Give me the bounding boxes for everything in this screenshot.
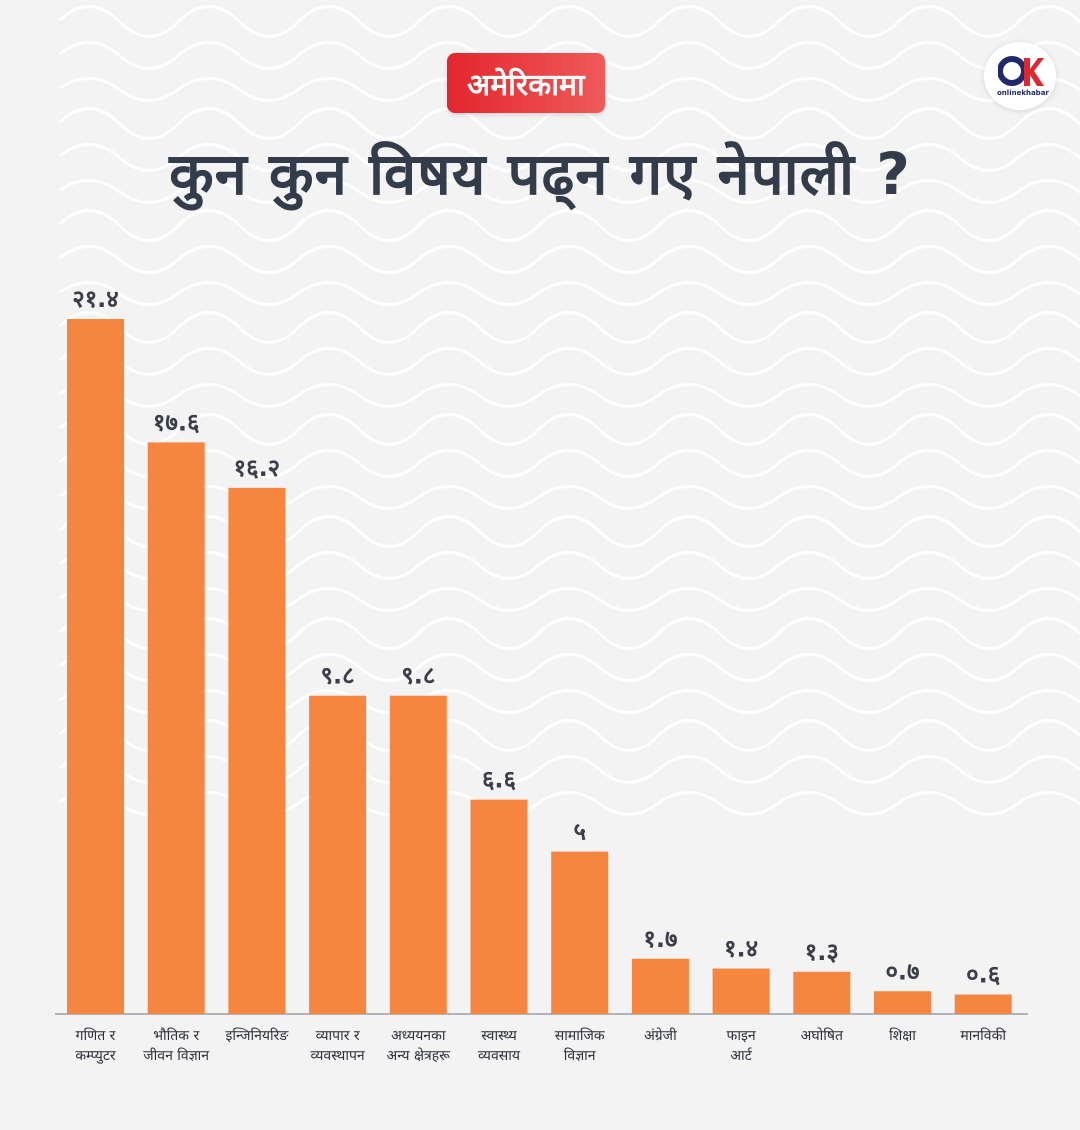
background-wave: [58, 5, 1080, 38]
onlinekhabar-logo: onlinekhabar: [984, 42, 1056, 110]
bar-value-label: ०.७: [885, 957, 919, 985]
category-label: शिक्षा: [889, 1027, 916, 1044]
bar-11: [954, 994, 1012, 1014]
background-wave: [58, 107, 1080, 140]
bar-0: [67, 319, 124, 1014]
category-label: व्यवस्थापन: [311, 1048, 365, 1064]
onlinekhabar-logo-icon: [998, 56, 1044, 86]
category-label: व्यवसाय: [478, 1048, 521, 1064]
bar-value-label: २१.४: [72, 285, 119, 313]
category-label: अध्ययनका: [391, 1028, 446, 1044]
category-label: गणित र: [76, 1027, 116, 1044]
background-wave: [59, 281, 1080, 306]
bar-2: [228, 487, 286, 1014]
bar-10: [874, 991, 931, 1014]
background-wave: [58, 209, 1080, 242]
bar-value-label: १६.२: [234, 454, 281, 482]
category-label: स्वास्थ्य: [481, 1028, 517, 1044]
bar-8: [712, 968, 770, 1014]
bar-value-label: १.४: [724, 935, 758, 963]
bar-9: [793, 971, 851, 1014]
background-wave: [58, 311, 1080, 344]
bar-4: [389, 695, 447, 1014]
background-wave: [59, 449, 1080, 478]
category-label: भौतिक र: [153, 1027, 199, 1044]
bar-value-label: १.७: [643, 925, 677, 953]
header-badge-text: अमेरिकामा: [467, 67, 585, 103]
bar-1: [147, 442, 205, 1014]
bar-value-label: ०.६: [966, 961, 1000, 989]
header-badge: अमेरिकामा: [447, 53, 605, 113]
bar-6: [551, 851, 609, 1014]
category-label: विज्ञान: [564, 1047, 596, 1064]
background-wave: [59, 179, 1080, 204]
category-label: आर्ट: [730, 1047, 752, 1064]
bar-5: [470, 799, 528, 1014]
background-wave: [59, 383, 1080, 408]
bar-value-label: १७.६: [153, 408, 200, 436]
bar-3: [309, 695, 367, 1014]
category-label: फाइन: [727, 1028, 756, 1044]
background-wave: [58, 413, 1080, 446]
background-wave: [59, 347, 1080, 376]
category-label: जीवन विज्ञान: [143, 1047, 209, 1064]
category-label: कम्प्युटर: [75, 1048, 116, 1064]
category-label: सामाजिक: [555, 1027, 605, 1044]
page-title: कुन कुन विषय पढ्न गए नेपाली ?: [169, 140, 911, 208]
background-wave: [59, 143, 1080, 172]
bar-7: [631, 958, 689, 1014]
bar-value-label: १.३: [805, 938, 839, 966]
category-label: मानविकी: [960, 1027, 1006, 1044]
bar-value-label: ५: [573, 818, 585, 846]
bar-value-label: ६.६: [482, 766, 516, 794]
category-label: इन्जिनियरिङ: [225, 1027, 289, 1044]
category-label: व्यापार र: [316, 1028, 360, 1044]
background-wave: [59, 245, 1080, 274]
logo-text: onlinekhabar: [997, 89, 1049, 97]
category-label: अन्य क्षेत्रहरू: [387, 1047, 452, 1064]
category-label: अघोषित: [801, 1027, 844, 1044]
bar-value-label: ९.८: [401, 662, 435, 690]
category-label: अंग्रेजी: [644, 1027, 677, 1044]
bar-value-label: ९.८: [321, 662, 355, 690]
